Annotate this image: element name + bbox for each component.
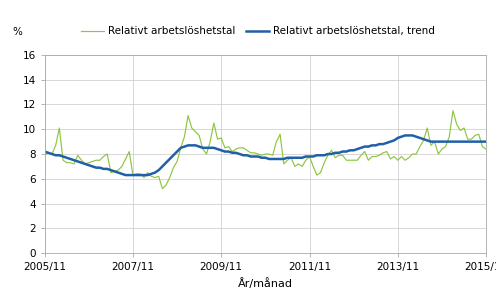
Relativt arbetslöshetstal bbox=[159, 187, 165, 191]
Relativt arbetslöshetstal bbox=[480, 145, 486, 149]
Text: %: % bbox=[12, 27, 22, 38]
Relativt arbetslöshetstal, trend bbox=[402, 134, 408, 137]
Relativt arbetslöshetstal, trend bbox=[42, 150, 48, 153]
Relativt arbetslöshetstal bbox=[329, 149, 335, 152]
Relativt arbetslöshetstal, trend bbox=[480, 140, 486, 143]
Relativt arbetslöshetstal, trend bbox=[487, 137, 493, 141]
Relativt arbetslöshetstal, trend bbox=[288, 156, 294, 160]
Relativt arbetslöshetstal bbox=[461, 126, 467, 130]
Line: Relativt arbetslöshetstal: Relativt arbetslöshetstal bbox=[45, 111, 490, 189]
Relativt arbetslöshetstal, trend bbox=[461, 140, 467, 143]
X-axis label: År/månad: År/månad bbox=[238, 278, 293, 289]
Relativt arbetslöshetstal bbox=[145, 171, 151, 174]
Relativt arbetslöshetstal, trend bbox=[329, 152, 335, 156]
Relativt arbetslöshetstal, trend bbox=[189, 144, 195, 147]
Relativt arbetslöshetstal bbox=[42, 153, 48, 157]
Relativt arbetslöshetstal bbox=[288, 156, 294, 160]
Relativt arbetslöshetstal, trend bbox=[123, 173, 128, 177]
Relativt arbetslöshetstal, trend bbox=[148, 172, 154, 176]
Line: Relativt arbetslöshetstal, trend: Relativt arbetslöshetstal, trend bbox=[45, 135, 490, 175]
Legend: Relativt arbetslöshetstal, Relativt arbetslöshetstal, trend: Relativt arbetslöshetstal, Relativt arbe… bbox=[81, 27, 434, 36]
Relativt arbetslöshetstal bbox=[189, 126, 195, 130]
Relativt arbetslöshetstal bbox=[450, 109, 456, 113]
Relativt arbetslöshetstal bbox=[487, 149, 493, 152]
